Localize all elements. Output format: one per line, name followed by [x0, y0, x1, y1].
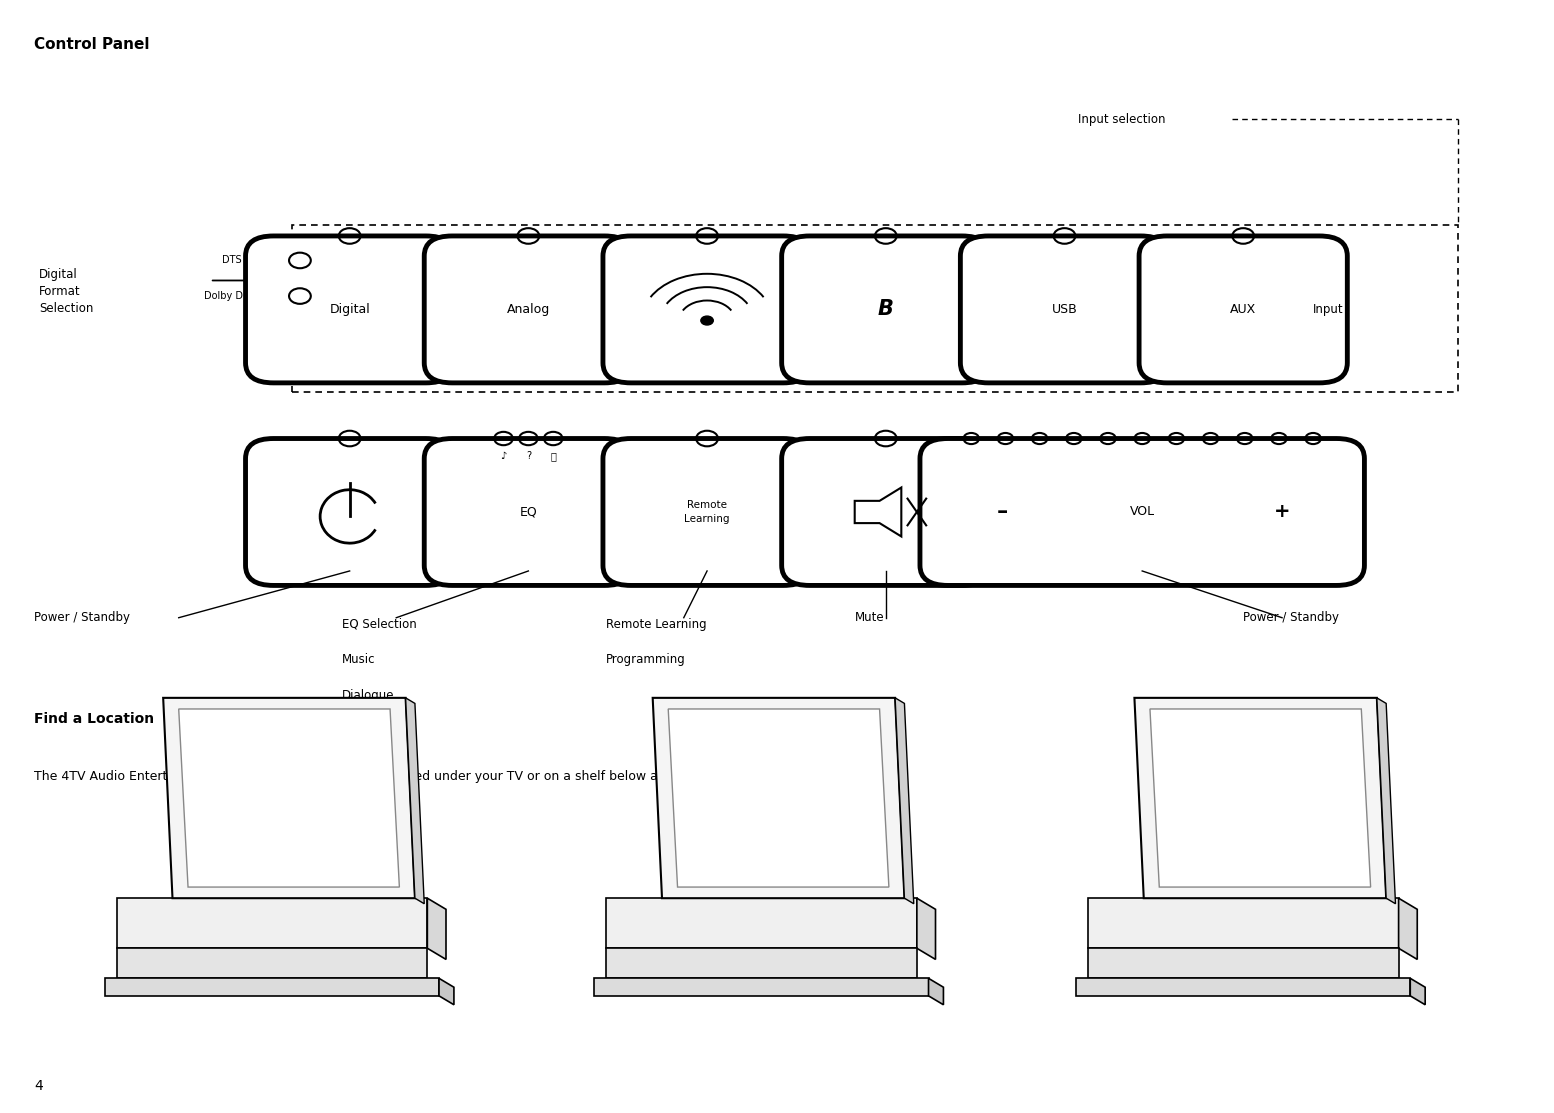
Polygon shape — [117, 898, 427, 948]
Text: EQ: EQ — [519, 505, 538, 519]
Polygon shape — [163, 698, 415, 898]
FancyBboxPatch shape — [424, 236, 632, 383]
Text: Analog: Analog — [507, 303, 550, 316]
Text: ⛹: ⛹ — [550, 452, 556, 461]
Polygon shape — [929, 978, 943, 1005]
Polygon shape — [104, 978, 438, 996]
Text: Input selection: Input selection — [1078, 112, 1166, 126]
Polygon shape — [917, 898, 936, 959]
Text: DTS: DTS — [222, 256, 242, 265]
FancyBboxPatch shape — [1139, 236, 1347, 383]
Polygon shape — [594, 978, 929, 996]
Circle shape — [701, 316, 713, 325]
Text: Power / Standby: Power / Standby — [34, 611, 131, 624]
FancyBboxPatch shape — [424, 439, 632, 585]
Polygon shape — [606, 948, 917, 978]
FancyBboxPatch shape — [782, 439, 990, 585]
Polygon shape — [1150, 709, 1371, 887]
Polygon shape — [1134, 698, 1386, 898]
Polygon shape — [427, 898, 446, 959]
Polygon shape — [1399, 898, 1417, 959]
Polygon shape — [406, 698, 424, 904]
Text: AUX: AUX — [1231, 303, 1256, 316]
FancyBboxPatch shape — [603, 236, 811, 383]
Text: Input: Input — [1313, 303, 1344, 316]
Text: Mute: Mute — [855, 611, 884, 624]
Text: Remote Learning: Remote Learning — [606, 618, 707, 631]
Polygon shape — [668, 709, 889, 887]
Text: Movies: Movies — [342, 725, 382, 738]
FancyBboxPatch shape — [782, 236, 990, 383]
Polygon shape — [1075, 978, 1411, 996]
Text: EQ Selection: EQ Selection — [342, 618, 416, 631]
Polygon shape — [855, 487, 901, 536]
Text: Find a Location: Find a Location — [34, 712, 154, 727]
Text: USB: USB — [1052, 303, 1077, 316]
Polygon shape — [1088, 948, 1399, 978]
Text: ?: ? — [525, 452, 531, 461]
Text: Remote
Learning: Remote Learning — [684, 501, 730, 523]
Text: Digital
Format
Selection: Digital Format Selection — [39, 268, 93, 315]
Polygon shape — [895, 698, 914, 904]
Text: VOL: VOL — [1130, 505, 1155, 519]
Polygon shape — [1411, 978, 1425, 1005]
Text: Programming: Programming — [606, 653, 685, 667]
Polygon shape — [1088, 898, 1399, 948]
Text: Dolby D: Dolby D — [204, 292, 242, 301]
Polygon shape — [179, 709, 399, 887]
Polygon shape — [606, 898, 917, 948]
Text: Music: Music — [342, 653, 376, 667]
Text: Digital: Digital — [329, 303, 370, 316]
Text: Control Panel: Control Panel — [34, 37, 149, 51]
FancyBboxPatch shape — [920, 439, 1364, 585]
Polygon shape — [117, 948, 427, 978]
Text: –: – — [996, 502, 1009, 522]
Polygon shape — [653, 698, 904, 898]
Polygon shape — [438, 978, 454, 1005]
Polygon shape — [1377, 698, 1395, 904]
FancyBboxPatch shape — [246, 439, 454, 585]
Text: Power / Standby: Power / Standby — [1243, 611, 1340, 624]
FancyBboxPatch shape — [603, 439, 811, 585]
FancyBboxPatch shape — [960, 236, 1169, 383]
Text: ♪: ♪ — [500, 452, 507, 461]
FancyBboxPatch shape — [246, 236, 454, 383]
Text: +: + — [1274, 502, 1290, 522]
Text: Dialogue: Dialogue — [342, 689, 395, 702]
Text: 4: 4 — [34, 1078, 44, 1093]
Text: B: B — [878, 299, 894, 319]
Text: The 4TV Audio Entertainment Console is designed to be placed under your TV or on: The 4TV Audio Entertainment Console is d… — [34, 770, 771, 784]
